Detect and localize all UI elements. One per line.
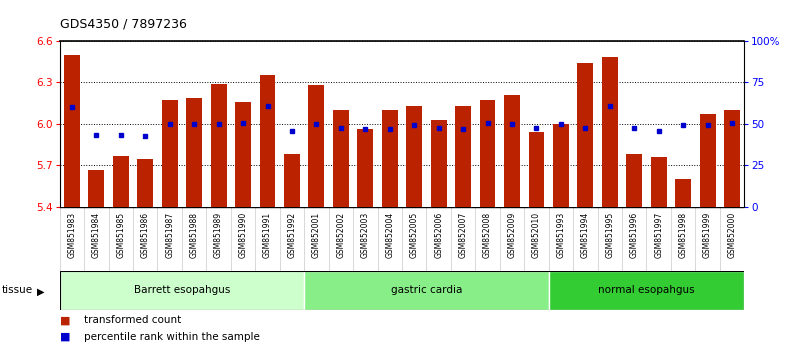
Bar [651, 157, 666, 207]
Text: GSM852003: GSM852003 [361, 212, 370, 258]
Bar [700, 114, 716, 207]
Text: GSM852007: GSM852007 [458, 212, 467, 258]
Bar [64, 55, 80, 207]
Text: GSM851986: GSM851986 [141, 212, 150, 258]
Bar [60, 271, 304, 310]
Text: GSM851999: GSM851999 [703, 212, 712, 258]
Text: GSM852008: GSM852008 [483, 212, 492, 258]
Bar [529, 132, 544, 207]
Bar [309, 85, 324, 207]
Text: Barrett esopahgus: Barrett esopahgus [134, 285, 230, 295]
Text: GSM851990: GSM851990 [239, 212, 248, 258]
Bar [186, 98, 202, 207]
Text: GSM851985: GSM851985 [116, 212, 125, 258]
Bar [284, 154, 300, 207]
Bar [602, 57, 618, 207]
Bar [304, 271, 548, 310]
Text: GSM852002: GSM852002 [337, 212, 345, 258]
Text: tissue: tissue [2, 285, 33, 295]
Text: percentile rank within the sample: percentile rank within the sample [84, 332, 259, 342]
Bar [138, 159, 153, 207]
Bar [553, 124, 569, 207]
Bar [504, 95, 520, 207]
Text: GDS4350 / 7897236: GDS4350 / 7897236 [60, 18, 186, 31]
Text: GSM852009: GSM852009 [508, 212, 517, 258]
Bar [235, 102, 251, 207]
Bar [211, 84, 227, 207]
Text: GSM851998: GSM851998 [679, 212, 688, 258]
Text: GSM852005: GSM852005 [410, 212, 419, 258]
Bar [88, 170, 104, 207]
Text: ■: ■ [60, 315, 70, 325]
Text: GSM851988: GSM851988 [189, 212, 199, 258]
Text: GSM852000: GSM852000 [728, 212, 736, 258]
Text: ■: ■ [60, 332, 70, 342]
Text: normal esopahgus: normal esopahgus [598, 285, 695, 295]
Bar [113, 156, 129, 207]
Bar [626, 154, 642, 207]
Text: GSM851992: GSM851992 [287, 212, 296, 258]
Bar [382, 110, 398, 207]
Text: GSM851989: GSM851989 [214, 212, 223, 258]
Bar [455, 106, 471, 207]
Bar [577, 63, 593, 207]
Bar [162, 100, 178, 207]
Text: GSM852004: GSM852004 [385, 212, 394, 258]
Text: GSM851995: GSM851995 [605, 212, 615, 258]
Text: GSM851983: GSM851983 [68, 212, 76, 258]
Bar [548, 271, 744, 310]
Text: GSM851993: GSM851993 [556, 212, 565, 258]
Text: GSM852010: GSM852010 [532, 212, 541, 258]
Text: GSM852006: GSM852006 [434, 212, 443, 258]
Text: gastric cardia: gastric cardia [391, 285, 462, 295]
Text: GSM851991: GSM851991 [263, 212, 272, 258]
Bar [357, 130, 373, 207]
Bar [259, 75, 275, 207]
Text: transformed count: transformed count [84, 315, 181, 325]
Text: ▶: ▶ [37, 287, 44, 297]
Bar [480, 100, 495, 207]
Text: GSM851984: GSM851984 [92, 212, 101, 258]
Text: GSM852001: GSM852001 [312, 212, 321, 258]
Text: GSM851987: GSM851987 [166, 212, 174, 258]
Text: GSM851997: GSM851997 [654, 212, 663, 258]
Bar [431, 120, 447, 207]
Bar [333, 110, 349, 207]
Bar [406, 106, 422, 207]
Text: GSM851994: GSM851994 [581, 212, 590, 258]
Bar [724, 110, 740, 207]
Bar [675, 179, 691, 207]
Text: GSM851996: GSM851996 [630, 212, 638, 258]
